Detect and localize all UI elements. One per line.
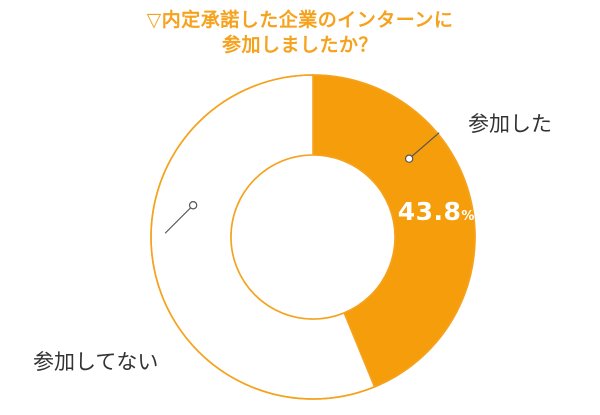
donut-inner-hole	[230, 154, 396, 320]
percent-label-joined: 43.8%	[398, 197, 475, 226]
title-line-2: 参加しましたか？	[221, 34, 378, 56]
slice-label-joined: 参加した	[468, 112, 552, 136]
chart-title: ▽内定承諾した企業のインターンに 参加しましたか？	[0, 8, 600, 58]
slice-label-not-joined: 参加してない	[33, 350, 159, 374]
donut-outer-outline	[150, 74, 476, 400]
title-line-1: ▽内定承諾した企業のインターンに	[146, 9, 454, 31]
leader-joined-dot	[404, 154, 414, 163]
percent-number: 43.8	[397, 197, 462, 227]
leader-not-joined-dot	[188, 201, 198, 210]
percent-unit: %	[461, 209, 475, 225]
leader-joined-line	[408, 132, 440, 160]
leader-not-joined-line	[164, 204, 194, 234]
